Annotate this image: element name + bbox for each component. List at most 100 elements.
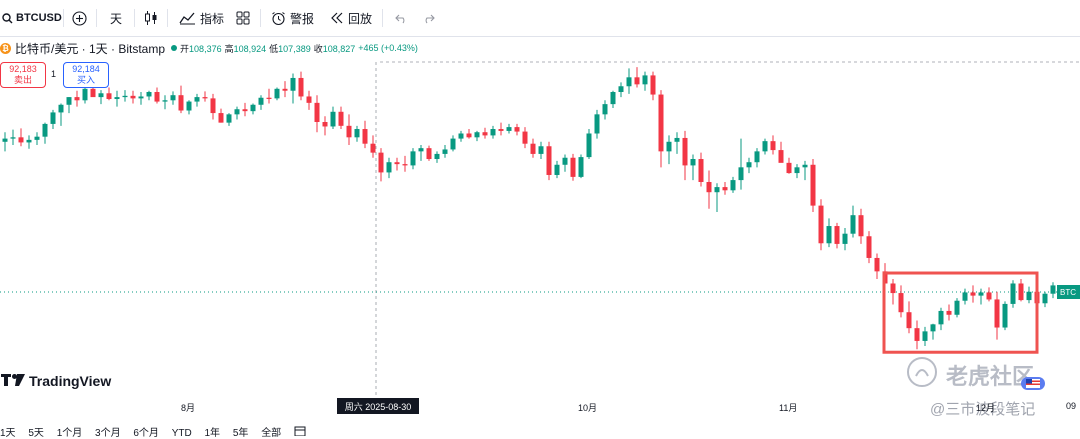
candle xyxy=(226,113,232,126)
candle-body xyxy=(330,111,336,127)
sell-price: 92,183 xyxy=(9,64,37,74)
buy-label: 买入 xyxy=(76,75,95,85)
candle-body xyxy=(978,292,984,296)
indicators-button[interactable]: 指标 xyxy=(179,0,224,36)
candle-body xyxy=(194,97,200,102)
candle xyxy=(506,123,512,134)
candle xyxy=(34,132,40,145)
candle xyxy=(322,116,328,136)
candle-body xyxy=(474,132,480,138)
candle xyxy=(282,81,288,98)
indicators-label: 指标 xyxy=(200,11,225,26)
candle-body xyxy=(18,137,24,143)
compare-button[interactable] xyxy=(72,0,87,36)
candle-body xyxy=(362,129,368,144)
candle xyxy=(842,227,848,251)
candles-icon xyxy=(144,10,158,26)
indicators-icon xyxy=(179,11,196,25)
candle xyxy=(962,288,968,305)
ohlc-open: 开108,376 xyxy=(180,43,222,54)
highlight-box xyxy=(882,271,1039,354)
time-axis[interactable]: 8月 10月 11月 12月 09 xyxy=(0,398,1080,414)
chart-type-button[interactable] xyxy=(144,0,158,36)
candle-body xyxy=(178,95,184,111)
legend-title[interactable]: 比特币/美元 · 1天 · Bitstamp xyxy=(15,41,166,56)
candle xyxy=(858,208,864,244)
candle xyxy=(914,320,920,350)
candle-body xyxy=(906,312,912,329)
candle xyxy=(778,141,784,163)
candle-body xyxy=(306,96,312,103)
crosshair-date-label: 周六 2025-08-30 xyxy=(337,398,419,414)
sell-button[interactable]: 92,183 卖出 xyxy=(0,62,46,88)
alert-button[interactable]: 警报 xyxy=(271,0,314,36)
candle-body xyxy=(962,292,968,301)
divider xyxy=(96,9,97,27)
candle-body xyxy=(490,129,496,136)
candle-body xyxy=(938,310,944,325)
redo-button[interactable] xyxy=(422,0,435,36)
candle xyxy=(1026,286,1032,304)
candle xyxy=(210,93,216,120)
candle xyxy=(258,95,264,110)
replay-button[interactable]: 回放 xyxy=(330,0,372,36)
candle-body xyxy=(1026,291,1032,301)
symbol-search[interactable]: BTCUSD xyxy=(2,0,62,36)
layout-button[interactable] xyxy=(236,0,250,36)
candle-body xyxy=(146,92,152,97)
candle-body xyxy=(26,139,32,143)
market-status-dot xyxy=(171,45,178,51)
divider xyxy=(63,9,64,27)
candle-body xyxy=(794,167,800,174)
candle xyxy=(930,323,936,340)
candle-body xyxy=(922,331,928,341)
candle xyxy=(650,71,656,101)
candle-body xyxy=(658,94,664,152)
candle xyxy=(66,97,72,114)
candle xyxy=(874,253,880,280)
candle xyxy=(466,129,472,139)
candle-body xyxy=(378,152,384,173)
candle xyxy=(130,90,136,104)
candle xyxy=(202,91,208,102)
symbol-label: BTCUSD xyxy=(16,12,62,24)
plus-circle-icon xyxy=(72,10,87,26)
candle-body xyxy=(338,111,344,126)
candle-body xyxy=(970,292,976,296)
bitcoin-icon: ₿ xyxy=(0,42,11,54)
candle xyxy=(178,85,184,114)
flag-badge[interactable] xyxy=(1021,377,1045,390)
price-chart[interactable] xyxy=(0,37,1080,398)
candle xyxy=(618,82,624,98)
undo-icon xyxy=(395,13,408,24)
candle-body xyxy=(802,164,808,168)
candle-body xyxy=(722,187,728,191)
brand-name: TradingView xyxy=(29,373,112,389)
candle-body xyxy=(634,77,640,85)
candle xyxy=(1018,279,1024,302)
buy-price: 92,184 xyxy=(72,64,100,74)
candle xyxy=(58,103,64,126)
interval-button[interactable]: 天 xyxy=(110,11,123,26)
order-quantity[interactable]: 1 xyxy=(51,69,57,79)
candle xyxy=(10,129,16,145)
candle xyxy=(946,304,952,321)
top-toolbar: BTCUSD 天 指标 警报 回放 xyxy=(0,0,1080,37)
candle xyxy=(1010,280,1016,308)
candle xyxy=(994,291,1000,340)
candle-body xyxy=(858,215,864,237)
candle xyxy=(898,285,904,318)
candle-body xyxy=(274,88,280,99)
candle-body xyxy=(394,162,400,165)
candle xyxy=(274,87,280,101)
candle-body xyxy=(138,96,144,99)
undo-button[interactable] xyxy=(395,0,408,36)
community-watermark: 老虎社区 xyxy=(906,356,1034,394)
buy-button[interactable]: 92,184 买入 xyxy=(63,62,109,88)
candle xyxy=(2,132,8,152)
tradingview-logo[interactable]: TradingView xyxy=(0,372,111,390)
candle xyxy=(906,301,912,334)
candle xyxy=(434,151,440,163)
watermark-text: 老虎社区 xyxy=(946,364,1035,389)
candle-body xyxy=(986,292,992,300)
